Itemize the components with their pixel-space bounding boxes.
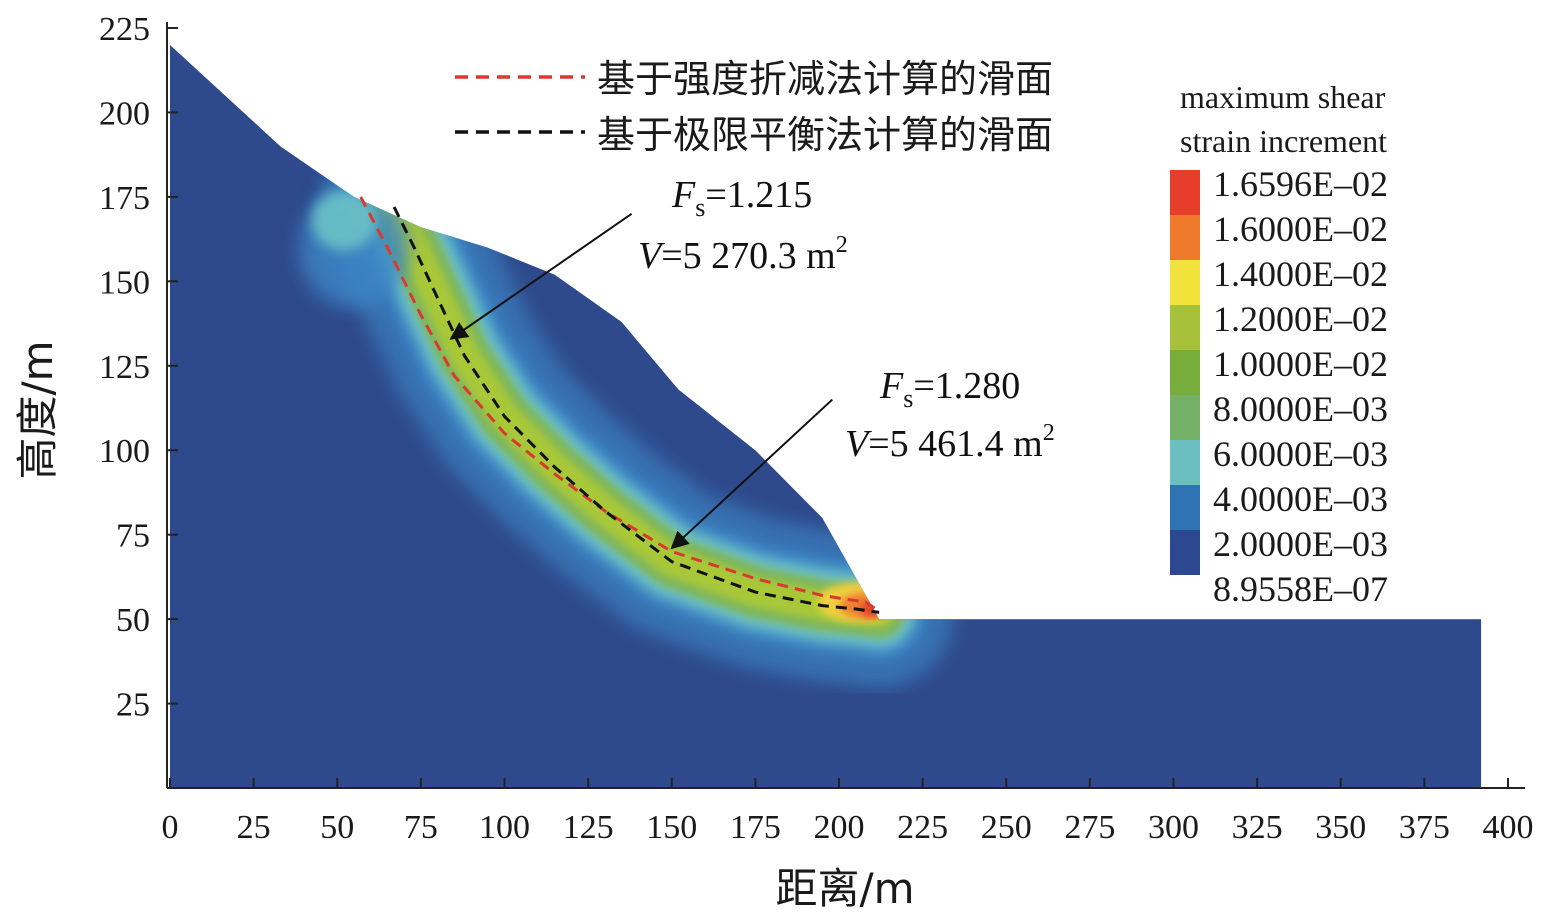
x-tick-label-400: 400	[1483, 809, 1534, 846]
x-tick-label-50: 50	[320, 809, 354, 846]
x-tick-label-350: 350	[1315, 809, 1366, 846]
annotation-2-volume: V=5 461.4 m2	[845, 420, 1055, 465]
annotation-1-fs: Fs=1.215	[671, 174, 812, 222]
x-tick-label-75: 75	[404, 809, 438, 846]
colorbar: maximum shear strain increment 1.6596E–0…	[1170, 79, 1388, 609]
series-legend: 基于强度折减法计算的滑面 基于极限平衡法计算的滑面	[455, 57, 1053, 157]
y-tick-label-225: 225	[99, 11, 150, 48]
slope-body	[170, 44, 1482, 788]
crest-zone-inner	[311, 190, 376, 251]
annotation-2: Fs=1.280 V=5 461.4 m2	[670, 365, 1055, 550]
colorbar-swatch-5	[1170, 395, 1200, 440]
y-tick-label-200: 200	[99, 95, 150, 132]
x-ticks: 0 25 50 75 100 125 150 175 200 225 250 275 300 325 350…	[162, 778, 1534, 846]
x-tick-label-125: 125	[563, 809, 614, 846]
colorbar-swatch-3	[1170, 305, 1200, 350]
colorbar-label-2: 1.4000E–02	[1213, 254, 1388, 294]
colorbar-swatch-7	[1170, 485, 1200, 530]
colorbar-label-8: 2.0000E–03	[1213, 524, 1388, 564]
colorbar-label-9: 8.9558E–07	[1213, 569, 1388, 609]
annotation-1: Fs=1.215 V=5 270.3 m2	[449, 174, 848, 340]
colorbar-swatch-2	[1170, 260, 1200, 305]
x-tick-label-300: 300	[1148, 809, 1199, 846]
x-tick-label-275: 275	[1064, 809, 1115, 846]
x-tick-label-225: 225	[897, 809, 948, 846]
annotation-2-fs: Fs=1.280	[879, 365, 1020, 413]
slip-surface-limit-equilibrium	[392, 206, 880, 614]
legend-label-limit-equilibrium: 基于极限平衡法计算的滑面	[597, 113, 1053, 157]
colorbar-title-line1: maximum shear	[1180, 79, 1386, 115]
x-tick-label-250: 250	[981, 809, 1032, 846]
legend-label-strength-reduction: 基于强度折减法计算的滑面	[597, 57, 1053, 101]
y-tick-label-150: 150	[99, 264, 150, 301]
colorbar-label-1: 1.6000E–02	[1213, 209, 1388, 249]
axes	[166, 22, 1525, 789]
x-tick-label-0: 0	[162, 809, 179, 846]
x-tick-label-175: 175	[730, 809, 781, 846]
colorbar-label-3: 1.2000E–02	[1213, 299, 1388, 339]
colorbar-swatches: 1.6596E–02 1.6000E–02 1.4000E–02 1.2000E–02…	[1170, 164, 1388, 609]
y-ticks: 25 50 75 100 125 150 175 200 225	[99, 11, 178, 724]
y-tick-label-125: 125	[99, 349, 150, 386]
x-tick-label-150: 150	[646, 809, 697, 846]
colorbar-swatch-0	[1170, 170, 1200, 215]
annotation-1-volume: V=5 270.3 m2	[638, 232, 848, 277]
y-tick-label-25: 25	[116, 687, 150, 724]
colorbar-swatch-4	[1170, 350, 1200, 395]
colorbar-label-5: 8.0000E–03	[1213, 389, 1388, 429]
annotation-1-arrow	[449, 212, 633, 340]
colorbar-swatch-6	[1170, 440, 1200, 485]
y-tick-label-50: 50	[116, 602, 150, 639]
slip-surfaces	[359, 196, 880, 614]
x-tick-label-100: 100	[479, 809, 530, 846]
colorbar-label-6: 6.0000E–03	[1213, 434, 1388, 474]
x-tick-label-200: 200	[814, 809, 865, 846]
colorbar-swatch-8	[1170, 530, 1200, 575]
y-tick-label-100: 100	[99, 433, 150, 470]
y-axis-label: 高度/m	[13, 340, 62, 479]
x-tick-label-375: 375	[1399, 809, 1450, 846]
x-tick-label-25: 25	[237, 809, 271, 846]
colorbar-label-0: 1.6596E–02	[1213, 164, 1388, 204]
colorbar-label-4: 1.0000E–02	[1213, 344, 1388, 384]
colorbar-title-line2: strain increment	[1180, 123, 1387, 159]
colorbar-label-7: 4.0000E–03	[1213, 479, 1388, 519]
colorbar-swatch-1	[1170, 215, 1200, 260]
y-tick-label-75: 75	[116, 518, 150, 555]
x-tick-label-325: 325	[1232, 809, 1283, 846]
x-axis-label: 距离/m	[775, 864, 914, 913]
annotation-2-arrow	[670, 398, 833, 550]
y-tick-label-175: 175	[99, 180, 150, 217]
